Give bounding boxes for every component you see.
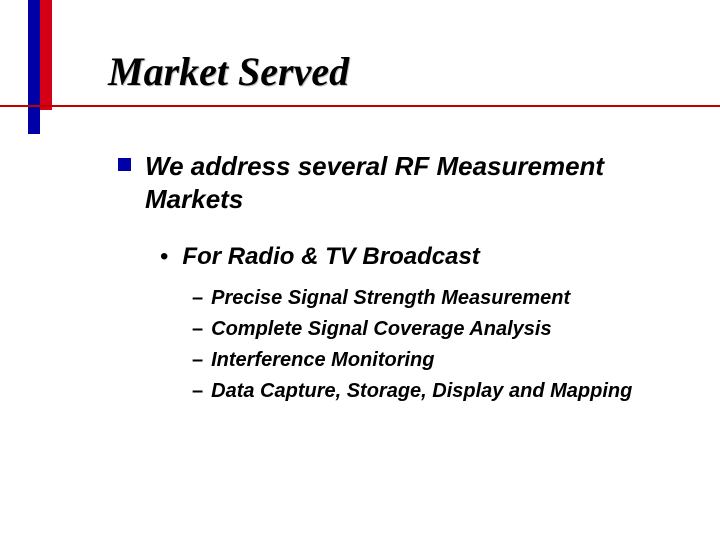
- bullet-level2: • For Radio & TV Broadcast: [160, 243, 680, 271]
- slide-body: We address several RF Measurement Market…: [118, 150, 680, 409]
- bullet-level3: – Interference Monitoring: [192, 347, 680, 374]
- title-underline: [0, 105, 720, 107]
- bullet-level3: – Precise Signal Strength Measurement: [192, 285, 680, 312]
- bullet-level3-text: Interference Monitoring: [211, 347, 434, 374]
- bullet-level2-text: For Radio & TV Broadcast: [182, 243, 479, 271]
- bullet-level1-text: We address several RF Measurement Market…: [145, 150, 680, 215]
- accent-bar-blue: [28, 0, 40, 134]
- dash-bullet-icon: –: [192, 349, 203, 372]
- bullet-level3: – Complete Signal Coverage Analysis: [192, 316, 680, 343]
- bullet-level3: – Data Capture, Storage, Display and Map…: [192, 378, 680, 405]
- accent-bars: [28, 0, 52, 134]
- dash-bullet-icon: –: [192, 380, 203, 403]
- slide: Market Served We address several RF Meas…: [0, 0, 720, 540]
- dash-bullet-icon: –: [192, 287, 203, 310]
- slide-title: Market Served: [108, 48, 349, 95]
- level3-group: – Precise Signal Strength Measurement – …: [192, 285, 680, 405]
- dot-bullet-icon: •: [160, 245, 168, 269]
- dash-bullet-icon: –: [192, 318, 203, 341]
- bullet-level3-text: Data Capture, Storage, Display and Mappi…: [211, 378, 632, 405]
- bullet-level3-text: Precise Signal Strength Measurement: [211, 285, 570, 312]
- square-bullet-icon: [118, 158, 131, 171]
- bullet-level1: We address several RF Measurement Market…: [118, 150, 680, 215]
- accent-bar-red: [40, 0, 52, 110]
- bullet-level3-text: Complete Signal Coverage Analysis: [211, 316, 551, 343]
- level2-group: • For Radio & TV Broadcast – Precise Sig…: [160, 243, 680, 405]
